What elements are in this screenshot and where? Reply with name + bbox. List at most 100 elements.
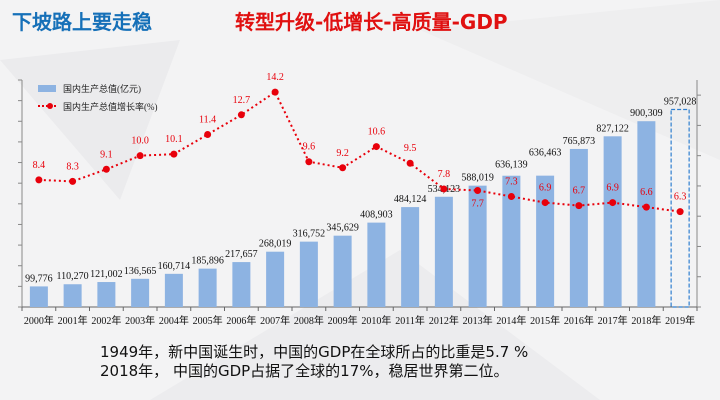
bar-value-label: 408,903: [360, 210, 393, 221]
x-tick-label: 2000年: [24, 314, 54, 327]
x-tick-label: 2003年: [125, 314, 155, 327]
growth-rate-point: [372, 143, 380, 151]
growth-rate-label: 7.7: [471, 198, 484, 209]
bar-2009年: [333, 235, 352, 307]
bar-2010年: [367, 222, 386, 307]
legend-bar-swatch: [38, 85, 56, 92]
growth-rate-label: 7.8: [438, 169, 451, 180]
bar-2016年: [569, 148, 588, 307]
growth-rate-point: [440, 185, 448, 193]
growth-rate-label: 7.3: [505, 177, 518, 188]
bar-2019年: [670, 108, 690, 308]
bar-2018年: [637, 121, 656, 308]
growth-rate-label: 6.3: [674, 192, 687, 203]
growth-rate-point: [204, 130, 212, 138]
bar-value-label: 588,019: [461, 173, 494, 184]
growth-rate-point: [102, 165, 110, 173]
growth-rate-label: 12.7: [233, 95, 251, 106]
title-right: 转型升级-低增长-高质量-GDP: [235, 10, 508, 34]
bar-2000年: [29, 286, 48, 307]
x-tick-label: 2013年: [463, 314, 493, 327]
growth-rate-point: [35, 176, 43, 184]
bar-2013年: [468, 185, 487, 307]
growth-rate-point: [676, 208, 684, 216]
bar-value-label: 217,657: [225, 249, 258, 260]
bar-value-label: 636,139: [495, 160, 528, 171]
x-tick-label: 2019年: [665, 314, 695, 327]
growth-rate-line: [38, 90, 681, 213]
caption-line-2: 2018年， 中国的GDP占据了全球的17%，稳居世界第二位。: [100, 362, 509, 380]
x-tick-label: 2015年: [530, 314, 560, 327]
bar-2001年: [63, 284, 82, 307]
growth-rate-label: 9.2: [336, 148, 349, 159]
bar-2015年: [536, 175, 555, 307]
bar-2003年: [131, 278, 150, 307]
caption-line-1: 1949年，新中国诞生时，中国的GDP在全球所占的比重是5.7 %: [100, 343, 529, 361]
gdp-chart: 99,776 2000年 110,270 2001年 121,002 2002年 136,5…: [18, 72, 701, 327]
growth-rate-label: 6.9: [539, 183, 552, 194]
growth-rate-point: [136, 152, 144, 160]
growth-rate-point: [170, 150, 178, 158]
growth-rate-point: [575, 202, 583, 210]
growth-rate-point: [237, 111, 245, 119]
legend-line-label: 国内生产总值增长率(%): [63, 101, 158, 112]
x-tick-label: 2009年: [328, 314, 358, 327]
x-tick-label: 2007年: [260, 314, 290, 327]
growth-rate-label: 9.6: [303, 142, 316, 153]
x-tick-label: 2016年: [564, 314, 594, 327]
growth-rate-label: 9.5: [404, 143, 417, 154]
growth-rate-point: [642, 203, 650, 211]
growth-rate-label: 6.7: [573, 186, 586, 197]
x-tick-label: 2008年: [294, 314, 324, 327]
growth-rate-point: [271, 88, 279, 96]
x-tick-label: 2006年: [226, 314, 256, 327]
growth-rate-label: 8.4: [33, 160, 46, 171]
bar-value-label: 345,629: [326, 223, 359, 234]
bar-value-label: 268,019: [259, 239, 292, 250]
bar-2012年: [434, 196, 453, 307]
growth-rate-point: [609, 199, 617, 207]
growth-rate-label: 9.1: [100, 149, 113, 160]
growth-rate-point: [69, 177, 77, 185]
bar-value-label: 160,714: [158, 261, 191, 272]
x-tick-label: 2005年: [193, 314, 223, 327]
growth-rate-label: 8.3: [66, 161, 79, 172]
bar-value-label: 827,122: [596, 123, 629, 134]
bar-value-label: 636,463: [529, 148, 562, 159]
x-tick-label: 2011年: [395, 314, 425, 327]
title-left: 下坡路上要走稳: [12, 10, 152, 34]
bar-2017年: [603, 136, 622, 307]
x-tick-label: 2001年: [58, 314, 88, 327]
bar-2005年: [198, 268, 217, 307]
growth-rate-point: [541, 199, 549, 207]
x-tick-label: 2002年: [91, 314, 121, 327]
bar-2004年: [164, 273, 183, 307]
bar-2014年: [502, 175, 521, 307]
x-tick-label: 2017年: [598, 314, 628, 327]
x-tick-label: 2004年: [159, 314, 189, 327]
growth-rate-label: 10.0: [131, 136, 149, 147]
bar-value-label: 957,028: [664, 97, 697, 108]
bar-value-label: 484,124: [394, 194, 427, 205]
bar-2011年: [401, 207, 420, 307]
growth-rate-point: [339, 164, 347, 172]
bar-2007年: [266, 251, 285, 307]
bar-2006年: [232, 262, 251, 307]
bar-value-label: 99,776: [25, 273, 53, 284]
growth-rate-point: [406, 159, 414, 167]
growth-rate-label: 6.9: [606, 183, 619, 194]
growth-rate-label: 10.1: [165, 134, 183, 145]
bar-value-label: 316,752: [293, 229, 326, 240]
x-tick-label: 2010年: [361, 314, 391, 327]
x-tick-label: 2012年: [429, 314, 459, 327]
growth-rate-label: 10.6: [368, 127, 386, 138]
bar-2008年: [299, 241, 318, 307]
bar-2002年: [97, 282, 116, 307]
bar-value-label: 110,270: [57, 271, 89, 282]
growth-rate-label: 6.6: [640, 187, 653, 198]
growth-rate-point: [305, 158, 313, 166]
bar-value-label: 765,873: [563, 136, 596, 147]
x-tick-label: 2014年: [496, 314, 526, 327]
bar-value-label: 121,002: [90, 269, 123, 280]
